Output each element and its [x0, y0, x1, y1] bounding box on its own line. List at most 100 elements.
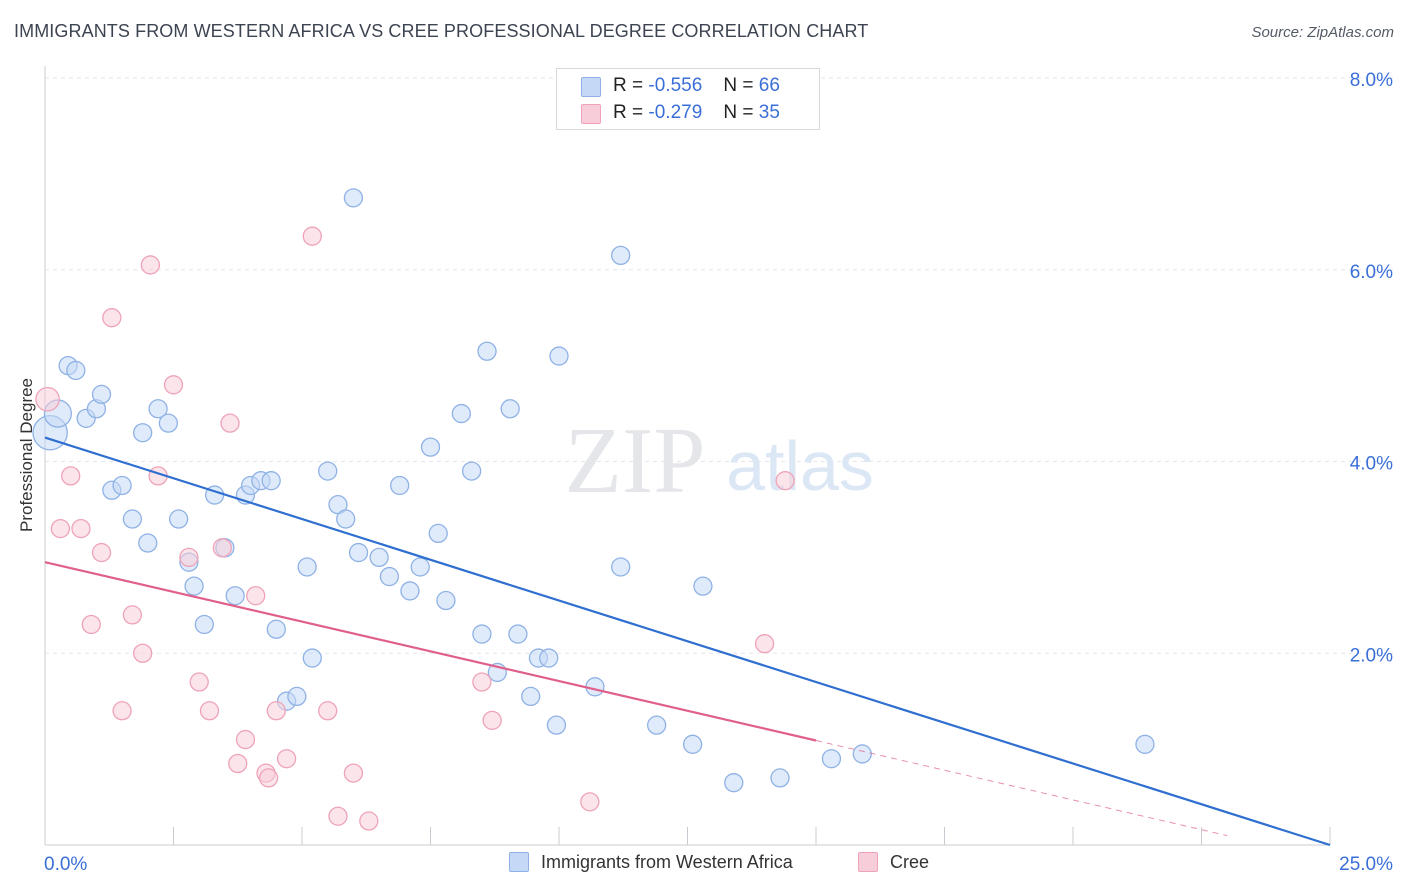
- data-point-cree: [81, 614, 101, 635]
- legend-label-cree: Cree: [890, 852, 930, 872]
- data-point-cree: [482, 710, 502, 731]
- trendline-immigrants: [44, 436, 1331, 847]
- data-point-immigrants: [477, 341, 497, 361]
- data-point-immigrants: [500, 399, 520, 419]
- legend-n-value: 66: [758, 75, 780, 96]
- data-point-immigrants: [611, 245, 631, 266]
- stats-legend: R = -0.556 N = 66 R = -0.279 N = 35: [556, 68, 820, 130]
- data-point-immigrants: [611, 557, 631, 577]
- data-point-immigrants: [410, 557, 430, 577]
- data-point-cree: [258, 768, 279, 788]
- data-point-cree: [328, 806, 348, 826]
- data-point-immigrants: [133, 423, 153, 443]
- legend-item-immigrants[interactable]: Immigrants from Western Africa: [509, 852, 793, 873]
- data-point-immigrants: [343, 188, 364, 208]
- data-point-immigrants: [225, 586, 245, 606]
- legend-r-label: R =: [613, 102, 644, 123]
- data-point-cree: [775, 471, 795, 491]
- source-credit: Source: ZipAtlas.com: [1251, 24, 1394, 41]
- data-point-cree: [266, 701, 286, 721]
- data-point-immigrants: [428, 523, 448, 544]
- y-tick-label: 4.0%: [1350, 454, 1393, 475]
- x-tick-label: 25.0%: [1339, 854, 1393, 875]
- data-point-immigrants: [297, 557, 317, 577]
- data-point-immigrants: [287, 686, 307, 707]
- data-point-cree: [359, 811, 379, 831]
- data-point-immigrants: [302, 648, 322, 668]
- data-point-immigrants: [521, 686, 541, 707]
- data-point-cree: [71, 518, 91, 539]
- y-tick-label: 2.0%: [1350, 645, 1393, 666]
- data-point-immigrants: [693, 576, 713, 596]
- data-point-cree: [102, 308, 122, 328]
- legend-r-label: R =: [613, 75, 644, 96]
- data-point-cree: [580, 792, 600, 812]
- legend-swatch-cree: [858, 852, 878, 872]
- data-point-immigrants: [266, 619, 286, 639]
- data-point-cree: [318, 701, 338, 721]
- data-point-immigrants: [148, 399, 168, 419]
- data-point-cree: [228, 753, 248, 774]
- data-point-cree: [472, 672, 492, 692]
- data-point-immigrants: [852, 744, 872, 764]
- data-point-cree: [122, 605, 143, 625]
- data-point-immigrants: [138, 533, 158, 553]
- data-point-cree: [112, 701, 132, 721]
- data-point-immigrants: [400, 581, 420, 601]
- data-point-immigrants: [1135, 734, 1155, 754]
- data-point-immigrants: [66, 360, 86, 381]
- x-tick-label: 0.0%: [44, 854, 87, 875]
- data-point-cree: [140, 255, 161, 275]
- data-point-cree: [91, 542, 112, 563]
- y-tick-label: 6.0%: [1350, 262, 1393, 283]
- data-point-cree: [163, 375, 184, 395]
- data-point-immigrants: [348, 542, 369, 563]
- data-point-immigrants: [91, 384, 112, 405]
- data-point-immigrants: [184, 576, 204, 596]
- data-point-cree: [133, 643, 153, 663]
- data-point-immigrants: [336, 509, 356, 529]
- data-point-immigrants: [168, 509, 189, 529]
- data-point-immigrants: [539, 648, 559, 668]
- data-point-cree: [61, 466, 81, 486]
- data-point-immigrants: [546, 715, 567, 735]
- trendline-cree: [44, 561, 817, 742]
- watermark: ZIP atlas: [565, 409, 874, 513]
- data-point-cree: [35, 386, 60, 412]
- trendlines: [44, 436, 1331, 847]
- data-point-immigrants: [122, 509, 143, 529]
- data-point-immigrants: [451, 403, 471, 424]
- data-point-immigrants: [682, 734, 703, 754]
- data-point-cree: [220, 413, 240, 433]
- tick-labels: 2.0% 4.0% 6.0% 8.0% 0.0% 25.0%: [44, 70, 1393, 875]
- data-point-immigrants: [194, 614, 214, 635]
- data-point-immigrants: [390, 475, 410, 496]
- legend-n-label: N =: [723, 75, 754, 96]
- data-point-immigrants: [724, 773, 744, 793]
- legend-n-value: 35: [758, 102, 780, 123]
- data-point-cree: [343, 763, 364, 783]
- data-point-immigrants: [436, 590, 456, 611]
- legend-n-label: N =: [723, 102, 754, 123]
- axes: [44, 66, 1331, 846]
- legend-item-cree[interactable]: Cree: [858, 852, 929, 873]
- legend-r-value: -0.279: [648, 102, 703, 123]
- data-point-cree: [179, 547, 199, 568]
- trendline-cree-extension: [815, 740, 1228, 837]
- data-point-cree: [246, 586, 266, 606]
- data-point-immigrants: [379, 566, 400, 587]
- data-point-immigrants: [112, 475, 132, 496]
- legend-swatch-blue: [581, 77, 601, 97]
- legend-label-immigrants: Immigrants from Western Africa: [541, 852, 793, 872]
- y-tick-label: 8.0%: [1350, 70, 1393, 91]
- data-point-cree: [235, 729, 256, 750]
- data-point-immigrants: [461, 461, 482, 481]
- data-points: [32, 188, 1155, 831]
- data-point-cree: [302, 226, 322, 246]
- data-point-immigrants: [549, 346, 569, 366]
- data-point-cree: [189, 672, 209, 692]
- watermark-atlas: atlas: [726, 427, 874, 505]
- legend-swatch-pink: [581, 104, 601, 124]
- watermark-zip: ZIP: [565, 409, 706, 513]
